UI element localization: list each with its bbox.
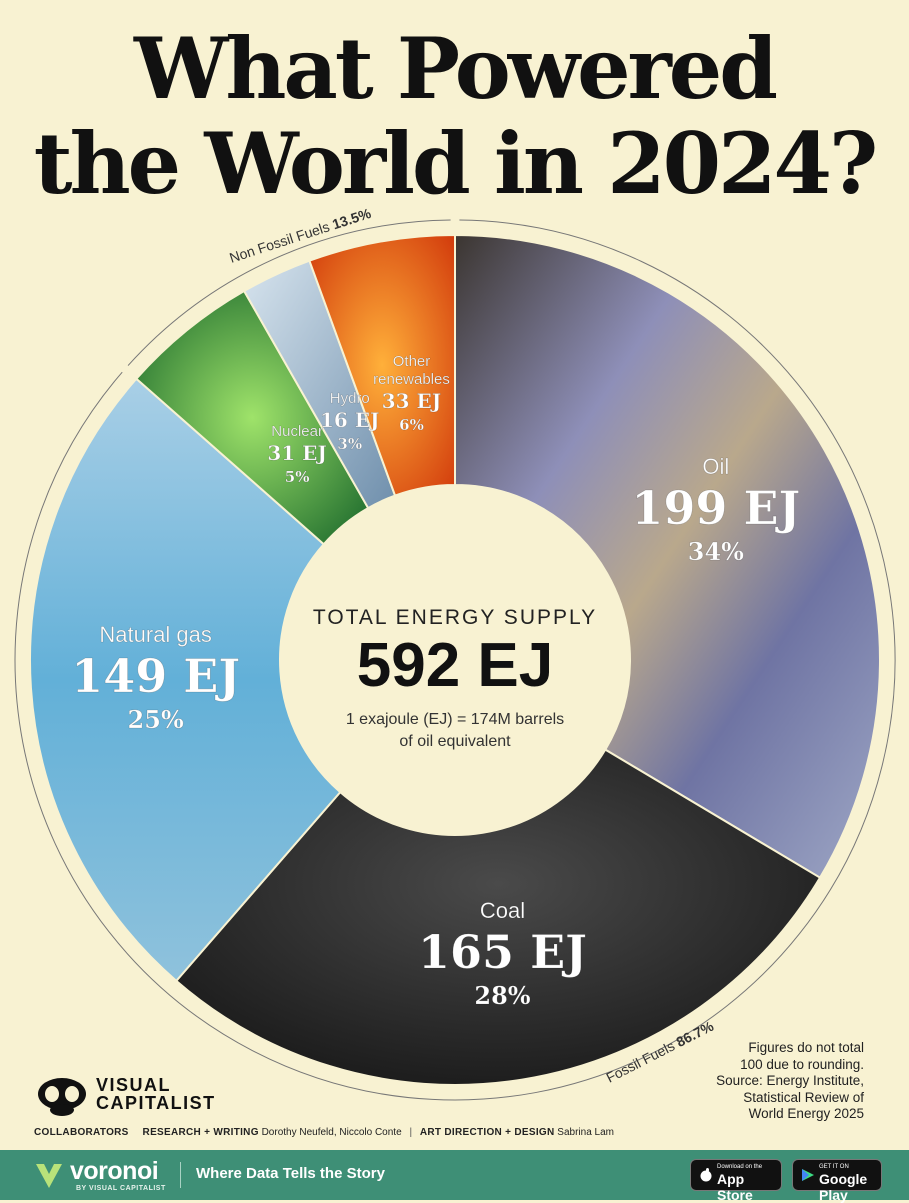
wordmark-line-1: VISUAL bbox=[96, 1075, 172, 1095]
slice-value-other-renewables: 33 EJ bbox=[382, 389, 442, 413]
note-line-3: Source: Energy Institute, bbox=[716, 1073, 864, 1088]
center-label: TOTAL ENERGY SUPPLY bbox=[313, 606, 597, 629]
app-store-label: App Store bbox=[717, 1171, 753, 1203]
page-title-line-1: What Powered bbox=[133, 19, 778, 118]
google-play-button[interactable]: GET IT ON Google Play bbox=[792, 1159, 882, 1203]
slice-label-coal: Coal bbox=[480, 898, 525, 923]
center-note-line-1: 1 exajoule (EJ) = 174M barrels bbox=[346, 711, 564, 728]
slice-percent-other-renewables: 6% bbox=[399, 416, 424, 434]
slice-label-oil: Oil bbox=[702, 454, 729, 479]
google-play-small-text: GET IT ON bbox=[819, 1164, 849, 1170]
note-line-2: 100 due to rounding. bbox=[740, 1056, 864, 1072]
slice-value-natural-gas: 149 EJ bbox=[71, 649, 240, 703]
app-store-small-text: Download on the bbox=[717, 1164, 763, 1170]
art-names: Sabrina Lam bbox=[557, 1127, 614, 1138]
slice-value-hydro: 16 EJ bbox=[320, 408, 380, 432]
note-line-5: World Energy 2025 bbox=[748, 1106, 864, 1121]
slice-percent-coal: 28% bbox=[474, 981, 530, 1010]
collaborators-credits: COLLABORATORS RESEARCH + WRITING Dorothy… bbox=[34, 1127, 614, 1138]
footer-divider bbox=[180, 1162, 181, 1188]
apple-icon bbox=[699, 1168, 713, 1182]
slice-label-other-renewables-line-1: Other bbox=[393, 353, 431, 370]
donut-hole bbox=[280, 485, 630, 835]
credits-separator: | bbox=[409, 1127, 413, 1138]
voronoi-wordmark[interactable]: voronoi bbox=[70, 1157, 159, 1185]
slice-value-oil: 199 EJ bbox=[631, 481, 800, 535]
slice-percent-natural-gas: 25% bbox=[128, 705, 184, 734]
slice-label-nuclear: Nuclear bbox=[271, 423, 323, 440]
app-store-button[interactable]: Download on the App Store bbox=[690, 1159, 782, 1203]
slice-label-hydro: Hydro bbox=[330, 390, 370, 407]
slice-label-other-renewables-line-2: renewables bbox=[373, 371, 450, 388]
donut-chart: TOTAL ENERGY SUPPLY 592 EJ 1 exajoule (E… bbox=[14, 205, 896, 1101]
research-names: Dorothy Neufeld, Niccolo Conte bbox=[261, 1127, 402, 1138]
note-line-4: Statistical Review of bbox=[743, 1089, 864, 1105]
footer-tagline: Where Data Tells the Story bbox=[196, 1165, 385, 1182]
group-percent-non-fossil-fuels: 13.5% bbox=[330, 205, 373, 233]
page-title-line-2: the World in 2024? bbox=[33, 114, 878, 213]
visual-capitalist-logo-icon bbox=[34, 1072, 90, 1118]
note-line-1: Figures do not total bbox=[748, 1040, 864, 1055]
slice-value-nuclear: 31 EJ bbox=[267, 441, 327, 465]
center-total: 592 EJ bbox=[357, 631, 554, 700]
slice-percent-oil: 34% bbox=[688, 537, 744, 566]
slice-natural-gas bbox=[29, 377, 342, 983]
voronoi-logo-icon bbox=[34, 1160, 64, 1190]
center-note-line-2: of oil equivalent bbox=[399, 733, 511, 750]
google-play-icon bbox=[801, 1168, 815, 1182]
slice-label-natural-gas: Natural gas bbox=[99, 622, 212, 647]
voronoi-subtitle: BY VISUAL CAPITALIST bbox=[76, 1185, 166, 1192]
research-label: RESEARCH + WRITING bbox=[142, 1127, 259, 1138]
source-note: Figures do not total 100 due to rounding… bbox=[624, 1040, 864, 1123]
slice-percent-hydro: 3% bbox=[337, 435, 362, 453]
slice-percent-nuclear: 5% bbox=[285, 468, 310, 486]
art-label: ART DIRECTION + DESIGN bbox=[419, 1127, 555, 1138]
visual-capitalist-wordmark: VISUAL CAPITALIST bbox=[96, 1076, 216, 1112]
slice-value-coal: 165 EJ bbox=[418, 925, 587, 979]
group-arc-fossil-fuels bbox=[14, 219, 896, 1101]
wordmark-line-2: CAPITALIST bbox=[96, 1093, 216, 1113]
group-arc-non-fossil-fuels bbox=[127, 219, 451, 366]
collaborators-label: COLLABORATORS bbox=[34, 1127, 129, 1138]
google-play-label: Google Play bbox=[819, 1171, 868, 1203]
